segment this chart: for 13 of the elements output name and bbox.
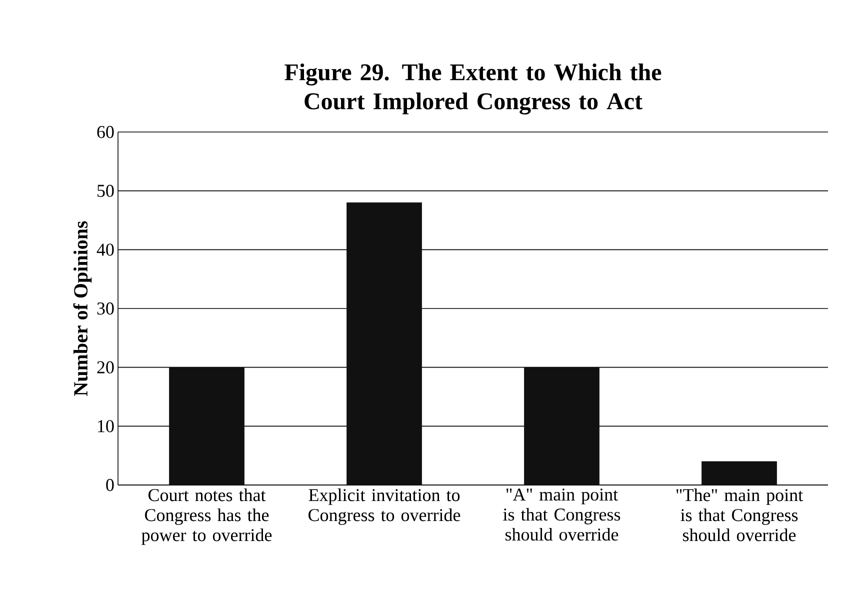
- x-tick-label: Court notes that Congress has the power to override: [142, 488, 272, 545]
- x-tick-label: Explicit invitation to Congress to override: [308, 488, 460, 525]
- y-tick-label: 0: [106, 478, 114, 492]
- chart-title: Figure 29. The Extent to Which the Court Implored Congress to Act: [284, 64, 662, 114]
- y-tick-label: 20: [97, 361, 114, 374]
- y-tick-label: 10: [98, 420, 114, 432]
- x-tick-label: "The" main point is that Congress should override: [676, 488, 803, 542]
- y-tick-label: 50: [98, 184, 114, 197]
- y-tick-label: 60: [97, 126, 114, 138]
- y-tick-label: 30: [97, 302, 114, 315]
- y-axis-title: Number of Opinions: [73, 221, 92, 396]
- y-tick-label: 40: [96, 244, 114, 256]
- x-tick-label: "A" main point is that Congress should override: [503, 488, 620, 541]
